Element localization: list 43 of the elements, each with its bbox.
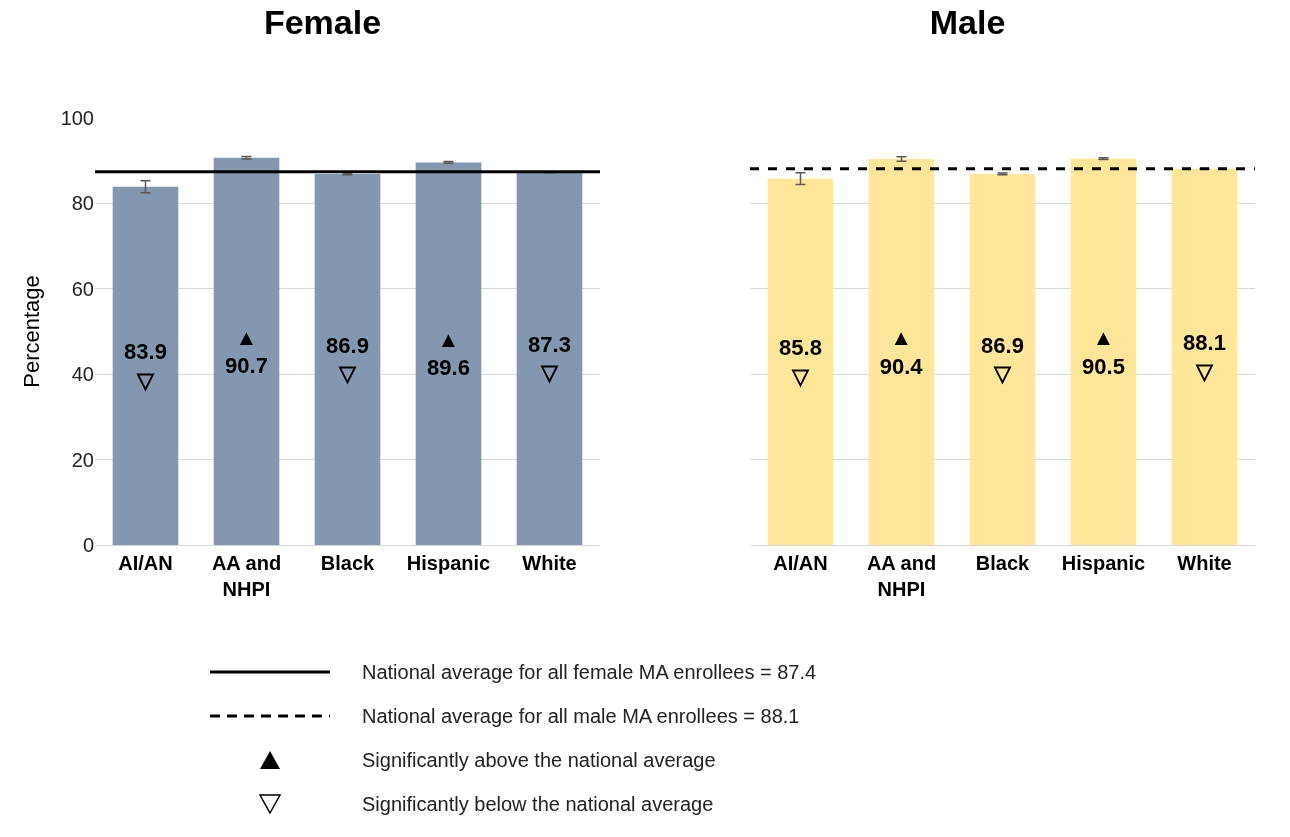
data-label: ▲ 90.5 (1082, 324, 1125, 379)
text: Significantly above the national average (362, 748, 716, 772)
x-tick-label: AA and NHPI (211, 552, 282, 600)
y-axis-title: Percentage (19, 275, 45, 388)
y-tick-label: 20 (71, 448, 94, 471)
x-tick-label: White (522, 552, 577, 574)
data-label: ▲ 90.7 (225, 324, 268, 379)
y-tick-label: 80 (71, 192, 94, 215)
y-tick-label: 100 (60, 107, 94, 129)
data-label: ▲ 89.6 (427, 326, 470, 381)
x-tick-label: White (1177, 552, 1232, 574)
data-label: 86.9 ▽ (981, 332, 1024, 387)
bar (868, 158, 935, 545)
bar (1171, 168, 1238, 545)
bar (314, 173, 381, 545)
ref-line-label: National average for all female MA enrollees = 87.4 (362, 660, 817, 684)
data-label: 86.9 ▽ (326, 332, 369, 387)
x-tick-label: Hispanic (1061, 552, 1146, 574)
bar (516, 172, 583, 545)
y-tick-label: 0 (82, 534, 94, 556)
x-tick-label: AI/AN (773, 552, 828, 574)
bar (415, 162, 482, 545)
data-label: 83.9 ▽ (124, 339, 167, 393)
text: Significantly below the national average (362, 792, 714, 816)
data-label: 85.8 ▽ (779, 335, 822, 389)
bar (767, 178, 834, 545)
data-label: 88.1 ▽ (1183, 330, 1226, 384)
x-tick-label: AA and NHPI (866, 552, 937, 600)
x-tick-label: Black (975, 552, 1031, 574)
bar (1070, 158, 1137, 545)
chart-title: Male (929, 2, 1006, 41)
x-tick-label: AI/AN (118, 552, 173, 574)
y-tick-label: 60 (71, 277, 94, 300)
data-label: ▲ 90.4 (879, 325, 924, 379)
x-tick-label: Hispanic (406, 552, 491, 574)
data-label: 87.3 ▽ (528, 331, 571, 386)
bar (213, 157, 280, 545)
bar (112, 186, 179, 545)
bar (969, 173, 1036, 545)
chart-title: Female (263, 2, 382, 41)
y-tick-label: 40 (71, 363, 94, 386)
x-tick-label: Black (320, 552, 376, 574)
ref-line-label: National average for all male MA enrollees = 88.1 (362, 704, 800, 728)
